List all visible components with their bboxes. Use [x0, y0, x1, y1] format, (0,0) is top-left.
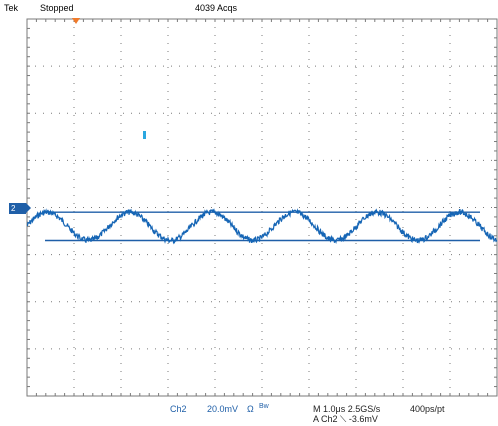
bandwidth-limit-label: Bw	[259, 402, 269, 412]
acquisition-count: 4039 Acqs	[195, 3, 237, 13]
vertical-scale: 20.0mV	[207, 404, 238, 414]
coupling-icon: Ω	[247, 404, 254, 414]
timebase-readout: M 1.0μs 2.5GS/s	[313, 404, 380, 414]
brand-label: Tek	[4, 3, 18, 13]
trigger-readout: A Ch2 ⟍ -3.6mV	[313, 414, 378, 424]
channel-2-marker[interactable]: 2	[9, 203, 26, 214]
record-resolution: 400ps/pt	[410, 404, 445, 414]
cursor-indicator	[143, 131, 146, 139]
acquisition-status: Stopped	[40, 3, 74, 13]
trigger-position-marker[interactable]	[72, 18, 80, 24]
waveform-trace	[27, 210, 497, 243]
channel-label: Ch2	[170, 404, 187, 414]
